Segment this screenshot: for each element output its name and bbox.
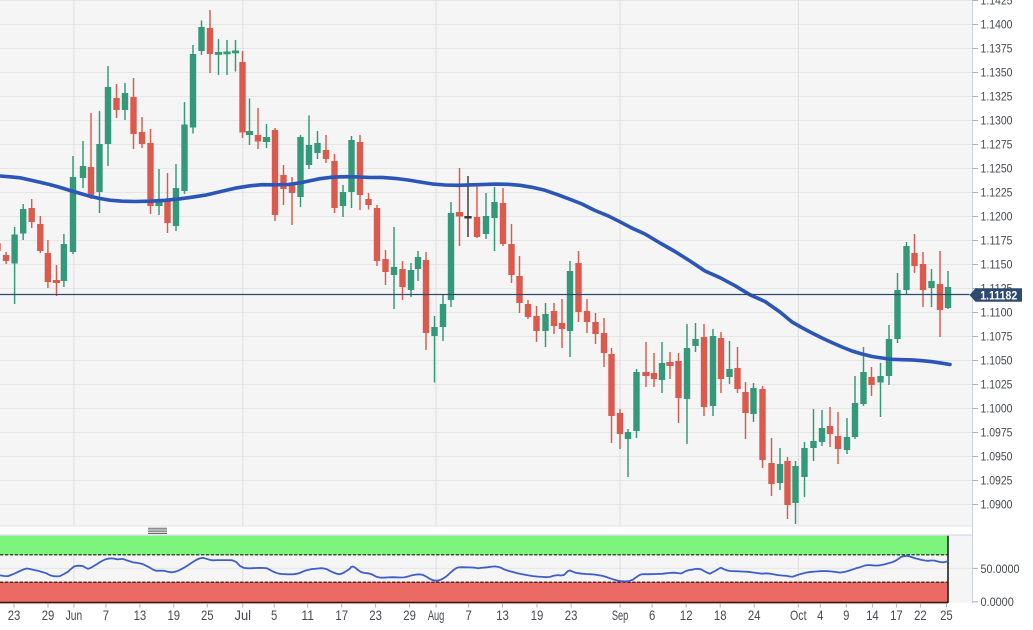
svg-text:5: 5 [271,607,277,623]
svg-text:23: 23 [565,607,578,623]
svg-text:1.0950: 1.0950 [981,450,1013,464]
svg-text:17: 17 [335,607,348,623]
svg-text:0.0000: 0.0000 [981,595,1014,609]
svg-text:1.11182: 1.11182 [980,288,1017,302]
svg-text:1.1050: 1.1050 [981,354,1013,368]
svg-text:1.1225: 1.1225 [981,186,1013,200]
svg-text:1.1375: 1.1375 [981,42,1013,56]
svg-text:4: 4 [817,607,823,623]
svg-text:6: 6 [649,607,655,623]
svg-text:1.1150: 1.1150 [981,258,1013,272]
svg-text:13: 13 [496,607,509,623]
svg-text:1.1075: 1.1075 [981,330,1013,344]
svg-text:1.0975: 1.0975 [981,426,1013,440]
svg-text:24: 24 [748,607,761,623]
svg-text:19: 19 [168,607,181,623]
svg-text:1.0925: 1.0925 [981,474,1013,488]
svg-text:Aug: Aug [428,607,445,623]
svg-text:23: 23 [8,607,21,623]
svg-text:13: 13 [134,607,147,623]
svg-text:11: 11 [301,607,314,623]
svg-text:1.1100: 1.1100 [981,306,1013,320]
svg-text:1.1400: 1.1400 [981,18,1013,32]
svg-text:Jul: Jul [235,607,252,623]
svg-text:9: 9 [843,607,849,623]
svg-text:Jun: Jun [66,607,83,623]
svg-text:1.1325: 1.1325 [981,90,1013,104]
svg-text:1.1425: 1.1425 [981,0,1013,8]
svg-text:7: 7 [103,607,109,623]
svg-text:1.1275: 1.1275 [981,138,1013,152]
svg-text:18: 18 [714,607,727,623]
svg-text:1.1025: 1.1025 [981,378,1013,392]
svg-text:Sep: Sep [612,607,629,623]
svg-text:25: 25 [201,607,214,623]
svg-text:1.0900: 1.0900 [981,498,1013,512]
svg-text:12: 12 [680,607,693,623]
svg-text:Oct: Oct [790,607,807,623]
svg-text:50.0000: 50.0000 [981,562,1020,576]
svg-text:25: 25 [940,607,953,623]
svg-text:7: 7 [465,607,471,623]
svg-text:23: 23 [369,607,382,623]
svg-text:1.1250: 1.1250 [981,162,1013,176]
svg-text:1.1300: 1.1300 [981,114,1013,128]
svg-text:1.1175: 1.1175 [981,234,1013,248]
svg-text:1.1000: 1.1000 [981,402,1013,416]
svg-text:29: 29 [403,607,416,623]
svg-text:19: 19 [531,607,544,623]
svg-text:22: 22 [914,607,927,623]
svg-text:29: 29 [42,607,55,623]
svg-text:1.1200: 1.1200 [981,210,1013,224]
svg-text:14: 14 [866,607,879,623]
svg-text:1.1350: 1.1350 [981,66,1013,80]
svg-text:17: 17 [890,607,903,623]
